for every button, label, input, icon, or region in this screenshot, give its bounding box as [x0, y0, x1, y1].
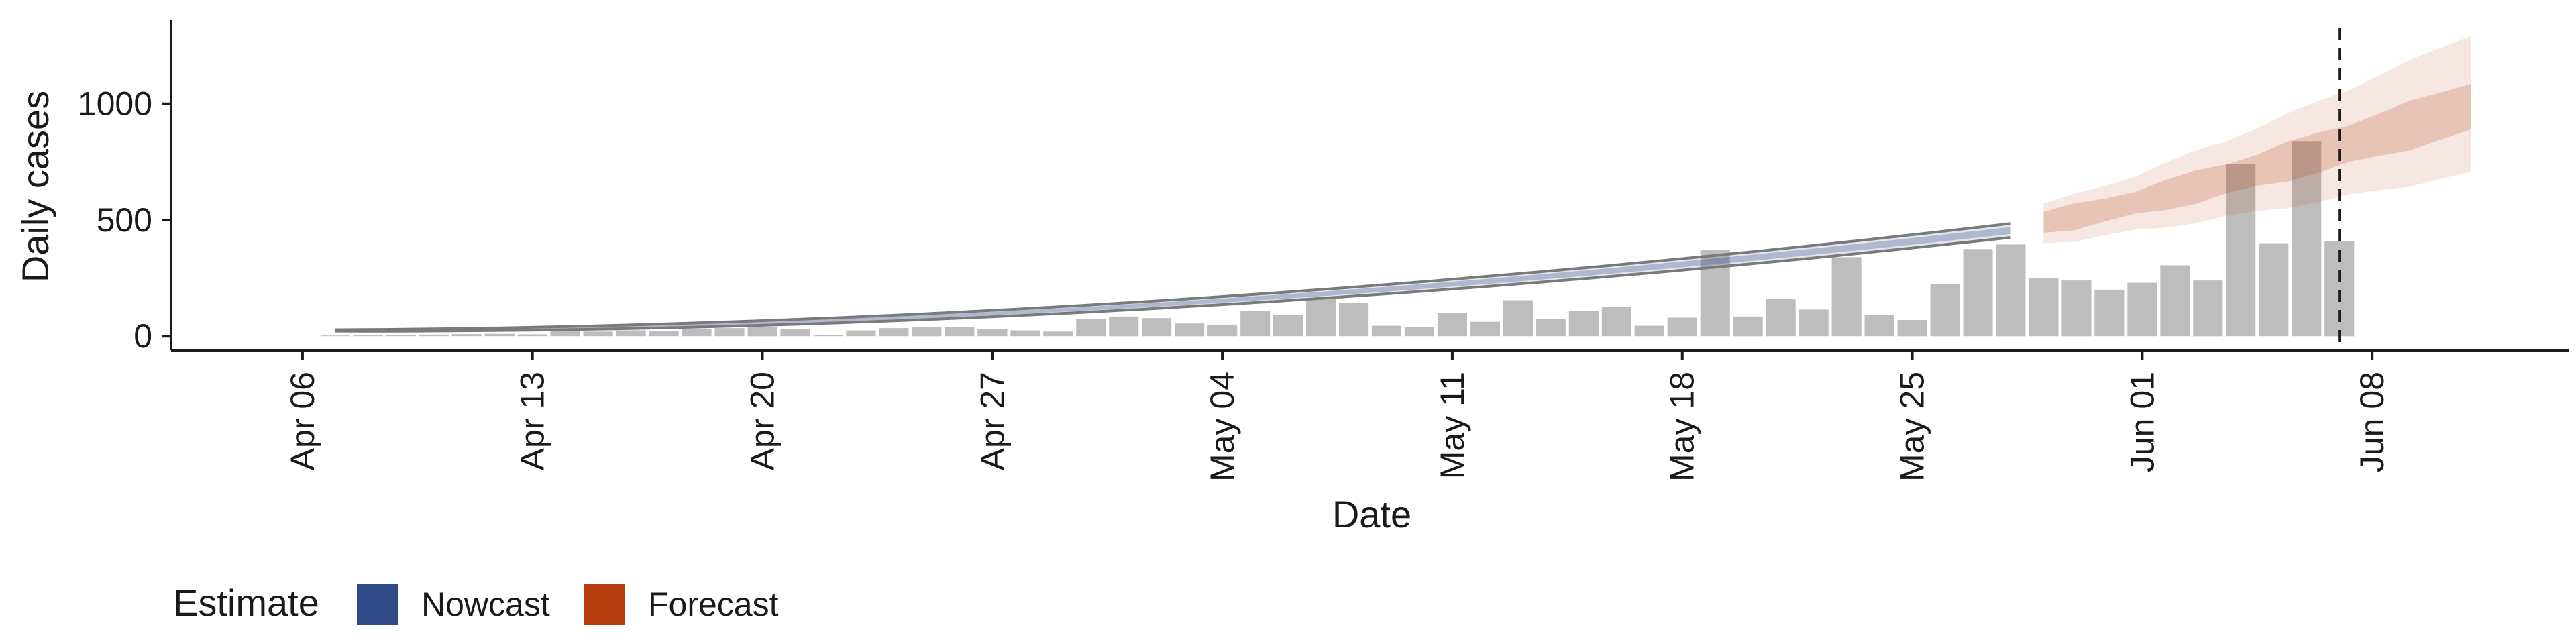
bar — [1208, 324, 1238, 337]
bar — [2094, 289, 2125, 337]
bar — [550, 330, 580, 337]
bar — [1503, 300, 1533, 337]
x-tick-label: Apr 27 — [973, 372, 1011, 470]
bar — [780, 329, 810, 337]
bar — [682, 329, 712, 337]
bar — [320, 335, 350, 337]
bar — [879, 328, 909, 337]
bar — [517, 334, 547, 337]
bar — [1831, 257, 1862, 337]
bar — [1766, 299, 1796, 337]
legend: Estimate Nowcast Forecast — [173, 582, 779, 625]
nowcast-upper-line — [335, 222, 2011, 331]
x-axis-title: Date — [1332, 493, 1411, 535]
axes-layer: 0 500 1000 Apr 06 Apr 13 Apr 20 Apr 27 May 04 Ma… — [78, 20, 2569, 482]
bar — [1536, 319, 1566, 337]
bar — [1240, 311, 1271, 337]
bar — [419, 334, 449, 337]
y-tick-label: 500 — [97, 201, 152, 239]
bar — [1568, 311, 1599, 337]
bar — [1799, 309, 1829, 337]
x-tick-label: May 04 — [1203, 372, 1241, 482]
bar — [714, 328, 745, 337]
x-tick-label: Apr 13 — [514, 372, 551, 470]
bar — [1437, 313, 1467, 337]
bar — [1371, 325, 1401, 337]
bar — [1273, 315, 1303, 337]
bar — [1142, 318, 1172, 337]
bar — [912, 327, 942, 337]
bar — [1339, 303, 1369, 337]
bar — [1667, 317, 1697, 337]
legend-label-forecast: Forecast — [648, 586, 779, 623]
legend-title: Estimate — [173, 582, 319, 624]
x-tick-label: Jun 08 — [2353, 372, 2391, 472]
forecast-inner-band — [2043, 84, 2471, 233]
legend-label-nowcast: Nowcast — [421, 586, 550, 623]
x-tick-label: Jun 01 — [2123, 372, 2161, 472]
bar — [2127, 282, 2157, 337]
bar — [1963, 249, 1993, 337]
bar — [747, 327, 777, 337]
bar — [353, 335, 383, 337]
nowcast-lower-line — [335, 236, 2011, 333]
x-tick-label: May 25 — [1894, 372, 1931, 482]
bar — [484, 333, 515, 337]
bar — [1010, 330, 1040, 337]
nowcast-outer-band — [335, 223, 2011, 331]
bar — [2029, 278, 2059, 337]
bar — [1076, 319, 1106, 337]
x-tick-label: May 18 — [1664, 372, 1701, 482]
forecast-outer-band — [2043, 36, 2471, 244]
bars-layer — [320, 141, 2355, 337]
bar — [1634, 325, 1664, 337]
y-tick-label: 0 — [133, 317, 152, 355]
x-tick-label: May 11 — [1434, 372, 1471, 479]
bar — [1109, 316, 1139, 337]
bar — [1404, 327, 1434, 337]
bar — [649, 331, 679, 337]
nowcast-ribbon-layer — [335, 222, 2011, 333]
nowcast-inner-band — [335, 227, 2011, 331]
bar — [1175, 323, 1205, 337]
bar — [1996, 244, 2026, 337]
bar — [1700, 250, 1730, 337]
y-axis-title: Daily cases — [14, 91, 56, 282]
bar — [945, 327, 975, 337]
bar — [616, 330, 646, 337]
bar — [2292, 141, 2322, 337]
legend-swatch-forecast — [584, 584, 625, 625]
bar — [1733, 316, 1763, 337]
bar — [813, 335, 843, 337]
x-tick-label: Apr 20 — [744, 372, 782, 470]
bar — [1306, 299, 1336, 337]
bar — [1930, 284, 1960, 337]
bar — [846, 330, 876, 337]
bar — [2193, 280, 2223, 337]
bar — [1043, 331, 1073, 337]
bar — [2061, 280, 2092, 337]
bar — [2259, 243, 2289, 337]
bar — [386, 335, 416, 337]
bar — [451, 334, 482, 337]
forecast-ribbon-layer — [2043, 36, 2471, 244]
bar — [583, 331, 613, 337]
bar — [1897, 320, 1927, 337]
y-tick-label: 1000 — [78, 85, 152, 123]
legend-swatch-nowcast — [357, 584, 398, 625]
bar — [1601, 307, 1631, 337]
bar — [977, 329, 1008, 337]
x-tick-label: Apr 06 — [284, 372, 321, 470]
bar — [2160, 265, 2190, 337]
bar — [2226, 164, 2256, 337]
bar — [1864, 315, 1894, 337]
bar — [1470, 321, 1500, 337]
